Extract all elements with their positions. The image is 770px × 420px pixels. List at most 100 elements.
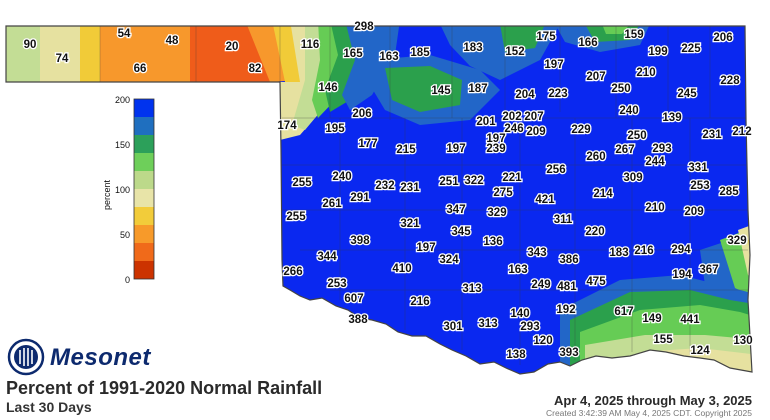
station-value: 261 bbox=[322, 198, 342, 210]
station-value: 165 bbox=[343, 48, 363, 60]
legend-tick-50: 50 bbox=[120, 230, 130, 240]
station-value: 229 bbox=[571, 124, 590, 136]
date-range: Apr 4, 2025 through May 3, 2025 bbox=[554, 393, 752, 408]
station-value: 240 bbox=[332, 171, 351, 183]
legend: 200 150 100 50 0 percent bbox=[102, 95, 155, 285]
county-line-panhandle bbox=[99, 26, 281, 82]
station-value: 207 bbox=[586, 71, 605, 83]
station-value: 250 bbox=[611, 83, 630, 95]
station-value: 209 bbox=[684, 206, 703, 218]
station-value: 192 bbox=[556, 304, 575, 316]
station-value: 285 bbox=[719, 186, 739, 198]
station-value: 206 bbox=[352, 108, 371, 120]
station-value: 607 bbox=[344, 293, 363, 305]
station-value: 197 bbox=[544, 59, 563, 71]
station-value: 329 bbox=[727, 235, 746, 247]
station-value: 175 bbox=[536, 31, 556, 43]
state-outline bbox=[5, 25, 753, 375]
station-value: 90 bbox=[24, 39, 37, 51]
station-value: 250 bbox=[627, 130, 646, 142]
zone-n-r150 bbox=[500, 26, 545, 52]
map-title: Percent of 1991-2020 Normal Rainfall bbox=[6, 378, 323, 398]
station-value: 197 bbox=[446, 143, 465, 155]
station-value: 386 bbox=[559, 254, 578, 266]
station-value: 322 bbox=[464, 175, 483, 187]
station-value: 232 bbox=[375, 180, 394, 192]
station-value: 138 bbox=[506, 349, 526, 361]
station-value: 421 bbox=[535, 194, 555, 206]
station-value: 255 bbox=[286, 211, 306, 223]
zone-e-r75 bbox=[738, 222, 752, 290]
station-value: 221 bbox=[502, 172, 522, 184]
station-value: 245 bbox=[677, 88, 697, 100]
station-value: 124 bbox=[690, 345, 710, 357]
station-value: 388 bbox=[348, 314, 368, 326]
station-value: 345 bbox=[451, 226, 471, 238]
station-value: 187 bbox=[468, 83, 487, 95]
station-value: 475 bbox=[586, 276, 606, 288]
station-value: 163 bbox=[379, 51, 398, 63]
station-value: 82 bbox=[249, 63, 262, 75]
station-value: 66 bbox=[134, 63, 147, 75]
legend-swatch bbox=[134, 117, 154, 135]
station-value: 155 bbox=[653, 334, 673, 346]
station-value: 194 bbox=[672, 269, 692, 281]
station-value: 20 bbox=[226, 41, 239, 53]
station-value: 253 bbox=[327, 278, 346, 290]
station-value: 166 bbox=[578, 37, 597, 49]
legend-swatch bbox=[134, 243, 154, 261]
station-value: 231 bbox=[400, 182, 420, 194]
station-value: 195 bbox=[325, 123, 345, 135]
station-value: 228 bbox=[720, 75, 740, 87]
station-value: 207 bbox=[524, 111, 543, 123]
station-value: 321 bbox=[400, 218, 420, 230]
legend-tick-200: 200 bbox=[115, 95, 130, 105]
station-value: 253 bbox=[690, 180, 709, 192]
station-value: 294 bbox=[671, 244, 691, 256]
station-value: 204 bbox=[515, 89, 535, 101]
zone-r25 bbox=[100, 26, 190, 90]
station-value: 215 bbox=[396, 144, 416, 156]
station-value: 197 bbox=[416, 242, 435, 254]
legend-swatch bbox=[134, 207, 154, 225]
station-value: 216 bbox=[410, 296, 429, 308]
legend-swatch bbox=[134, 153, 154, 171]
station-value: 343 bbox=[527, 247, 546, 259]
station-value: 152 bbox=[505, 46, 524, 58]
county-lines bbox=[99, 26, 748, 365]
station-value: 244 bbox=[645, 156, 665, 168]
station-value: 256 bbox=[546, 164, 565, 176]
zone-nc-r150 bbox=[385, 66, 462, 112]
legend-swatch bbox=[134, 225, 154, 243]
station-value: 313 bbox=[478, 318, 497, 330]
station-value: 140 bbox=[510, 308, 529, 320]
station-value: 260 bbox=[586, 151, 605, 163]
station-value: 174 bbox=[277, 120, 297, 132]
station-value: 331 bbox=[688, 162, 708, 174]
county-lines-north bbox=[329, 26, 711, 120]
station-value: 441 bbox=[680, 314, 700, 326]
station-value: 146 bbox=[318, 82, 337, 94]
station-value: 120 bbox=[533, 335, 552, 347]
station-value: 398 bbox=[350, 235, 370, 247]
legend-outline bbox=[133, 98, 155, 280]
station-value: 74 bbox=[56, 53, 69, 65]
legend-swatch bbox=[134, 189, 154, 207]
station-value: 367 bbox=[699, 264, 718, 276]
station-value: 54 bbox=[118, 28, 131, 40]
mesonet-logo-icon bbox=[7, 338, 45, 376]
legend-swatch bbox=[134, 261, 154, 279]
station-value: 291 bbox=[350, 192, 370, 204]
legend-swatch bbox=[134, 171, 154, 189]
station-value: 220 bbox=[585, 226, 604, 238]
station-value: 309 bbox=[623, 172, 642, 184]
legend-tick-0: 0 bbox=[125, 275, 130, 285]
legend-colorbar bbox=[133, 98, 155, 280]
station-value: 255 bbox=[292, 177, 312, 189]
station-value: 177 bbox=[358, 138, 377, 150]
station-value: 293 bbox=[520, 321, 539, 333]
station-value: 149 bbox=[642, 313, 661, 325]
station-value: 116 bbox=[301, 39, 320, 51]
station-value: 183 bbox=[609, 247, 628, 259]
station-value: 199 bbox=[648, 46, 667, 58]
